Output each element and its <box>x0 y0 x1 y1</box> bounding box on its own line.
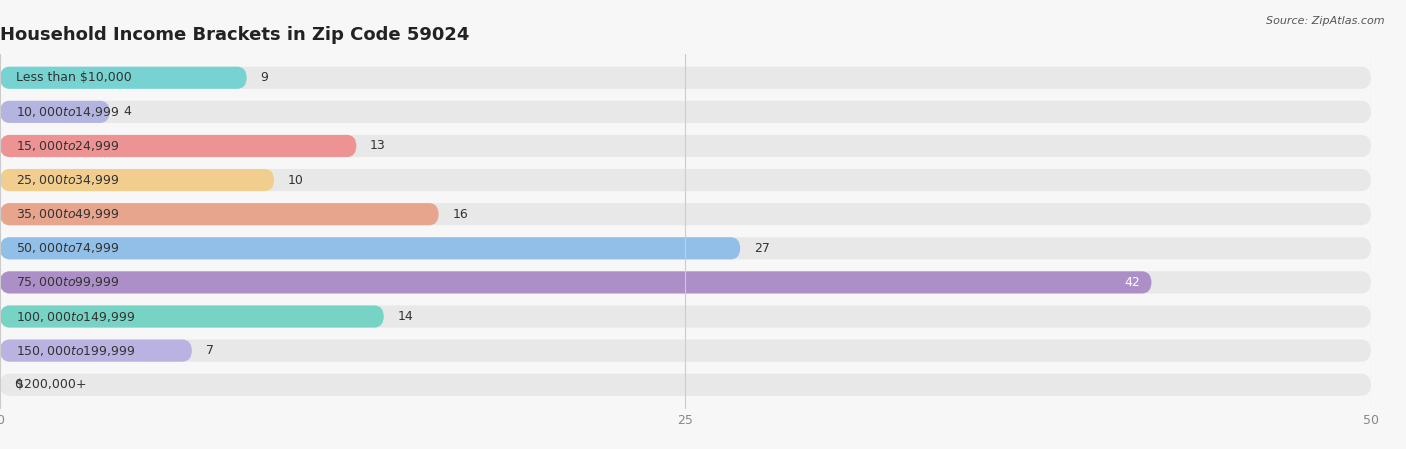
FancyBboxPatch shape <box>0 135 357 157</box>
Text: 16: 16 <box>453 208 468 220</box>
FancyBboxPatch shape <box>0 135 1371 157</box>
FancyBboxPatch shape <box>0 203 1371 225</box>
FancyBboxPatch shape <box>0 305 1371 328</box>
FancyBboxPatch shape <box>0 169 1371 191</box>
Text: 7: 7 <box>205 344 214 357</box>
FancyBboxPatch shape <box>0 271 1371 294</box>
FancyBboxPatch shape <box>0 101 1371 123</box>
Text: 9: 9 <box>260 71 269 84</box>
FancyBboxPatch shape <box>0 66 247 89</box>
FancyBboxPatch shape <box>0 237 1371 260</box>
Text: $150,000 to $199,999: $150,000 to $199,999 <box>17 343 136 357</box>
Text: 27: 27 <box>754 242 770 255</box>
Text: 14: 14 <box>398 310 413 323</box>
FancyBboxPatch shape <box>0 169 274 191</box>
Text: Source: ZipAtlas.com: Source: ZipAtlas.com <box>1267 16 1385 26</box>
FancyBboxPatch shape <box>0 237 740 260</box>
Text: Household Income Brackets in Zip Code 59024: Household Income Brackets in Zip Code 59… <box>0 26 470 44</box>
Text: $15,000 to $24,999: $15,000 to $24,999 <box>17 139 120 153</box>
Text: $10,000 to $14,999: $10,000 to $14,999 <box>17 105 120 119</box>
Text: $100,000 to $149,999: $100,000 to $149,999 <box>17 309 136 323</box>
Text: 4: 4 <box>124 106 131 119</box>
FancyBboxPatch shape <box>0 271 1152 294</box>
Text: $200,000+: $200,000+ <box>17 378 87 391</box>
Text: $25,000 to $34,999: $25,000 to $34,999 <box>17 173 120 187</box>
Text: 13: 13 <box>370 140 385 153</box>
Text: $50,000 to $74,999: $50,000 to $74,999 <box>17 241 120 255</box>
FancyBboxPatch shape <box>0 101 110 123</box>
FancyBboxPatch shape <box>0 203 439 225</box>
Text: $35,000 to $49,999: $35,000 to $49,999 <box>17 207 120 221</box>
FancyBboxPatch shape <box>0 66 1371 89</box>
FancyBboxPatch shape <box>0 305 384 328</box>
Text: Less than $10,000: Less than $10,000 <box>17 71 132 84</box>
Text: 42: 42 <box>1125 276 1140 289</box>
FancyBboxPatch shape <box>0 339 1371 362</box>
Text: $75,000 to $99,999: $75,000 to $99,999 <box>17 275 120 290</box>
FancyBboxPatch shape <box>0 374 1371 396</box>
FancyBboxPatch shape <box>0 339 191 362</box>
Text: 0: 0 <box>14 378 21 391</box>
Text: 10: 10 <box>288 174 304 187</box>
